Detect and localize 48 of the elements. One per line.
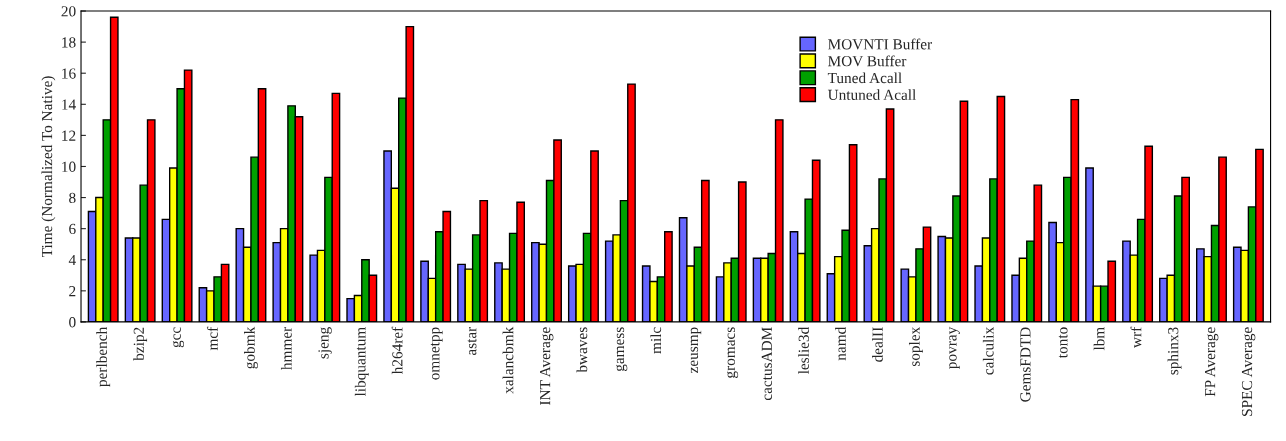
x-tick-label: omnetpp [430, 327, 443, 380]
x-tick-label: zeusmp [690, 327, 702, 374]
x-tick-label: h264ref [391, 326, 403, 375]
x-tick-label: dealII [872, 327, 883, 362]
legend-label: Untuned Acall [827, 89, 916, 100]
y-tick-label: 16 [62, 68, 76, 79]
x-tick-label: sphinx3 [1167, 327, 1182, 375]
legend-label: MOV Buffer [828, 55, 907, 67]
x-tick-label: calculix [982, 326, 994, 375]
legend-label: Tuned Acall [827, 72, 902, 84]
y-tick-label: 4 [68, 254, 76, 266]
x-tick-label: perlbench [96, 326, 111, 387]
x-tick-label: gobmk [244, 326, 258, 369]
x-tick-label: milc [650, 327, 662, 354]
x-tick-label: bwaves [576, 327, 588, 373]
x-tick-label: SPEC Average [1241, 327, 1256, 416]
x-tick-label: tonto [1058, 327, 1068, 359]
x-tick-label: povray [949, 326, 960, 369]
y-tick-label: 2 [69, 286, 76, 297]
x-tick-label: gcc [172, 327, 184, 348]
y-tick-label: 20 [61, 6, 76, 17]
x-tick-label: astar [467, 326, 477, 356]
x-tick-label: xalancbmk [502, 326, 514, 394]
y-tick-label: 0 [69, 317, 76, 328]
x-tick-label: leslie3d [798, 326, 809, 375]
y-tick-label: 8 [69, 192, 76, 204]
x-tick-label: lbm [1093, 327, 1105, 351]
x-tick-label: soplex [908, 326, 923, 367]
x-tick-label: namd [835, 326, 846, 361]
x-tick-label: sjeng [318, 327, 332, 359]
y-tick-label: 10 [62, 161, 76, 172]
legend-label: MOVNTI Buffer [828, 38, 932, 50]
x-tick-label: GemsFDTD [1020, 327, 1031, 402]
x-tick-label: bzip2 [133, 327, 148, 361]
x-tick-label: wrf [1130, 326, 1142, 348]
x-tick-label: gamess [616, 327, 628, 372]
y-tick-label: 12 [62, 130, 76, 141]
x-tick-label: gromacs [727, 327, 739, 378]
y-tick-label: 18 [62, 37, 76, 48]
x-tick-label: INT Average [540, 327, 554, 406]
x-tick-label: hmmer [280, 326, 292, 370]
x-tick-label: mcf [206, 326, 218, 351]
y-tick-label: 14 [62, 99, 76, 110]
x-tick-label: cactusADM [761, 327, 772, 401]
x-tick-label: FP Average [1205, 327, 1219, 397]
y-tick-label: 6 [69, 223, 76, 235]
y-axis-title: Time (Normalized To Native) [41, 76, 56, 258]
x-tick-label: libquantum [354, 327, 369, 397]
